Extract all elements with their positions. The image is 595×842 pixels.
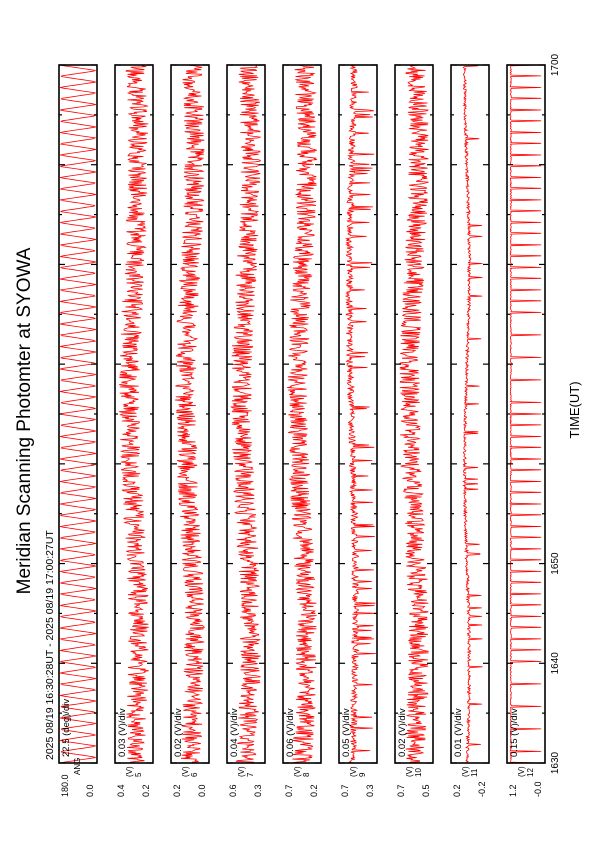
panel-6-scale: 0.05 (V)/div [341, 708, 352, 757]
panel-1-ytick-max: 180.0 [60, 774, 70, 797]
panel-6-ytick-min: 0.3 [365, 784, 375, 797]
x-axis-label: TIME(UT) [567, 381, 582, 438]
panel-8: 0.01 (V)/div 0.2 -0.2 (V) 11 [450, 64, 490, 797]
panel-6-ytick-max: 0.7 [340, 784, 350, 797]
panel-8-ytick-max: 0.2 [452, 784, 462, 797]
panel-1-trace [59, 64, 97, 764]
panel-2-scale: 0.03 (V)/div [117, 708, 128, 757]
panel-4: 0.04 (V)/div 0.6 0.3 (V) 7 [226, 64, 266, 797]
panel-2-trace [119, 64, 149, 764]
panel-5-label: 8 [302, 772, 311, 777]
panel-9-ytick-min: -0.0 [533, 781, 543, 797]
panel-4-scale: 0.04 (V)/div [229, 708, 240, 757]
panel-4-label: 7 [246, 772, 255, 777]
panel-4-ytick-min: 0.3 [253, 784, 263, 797]
panel-1-frame [58, 64, 98, 764]
x-tick-1700: 1700 [550, 53, 561, 76]
panel-9: 0.15 (V)/div 1.2 -0.0 (V) 12 [506, 64, 546, 797]
panel-7-ytick-min: 0.5 [421, 784, 431, 797]
panel-2: 0.03 (V)/div 0.4 0.2 (V) 5 [114, 64, 154, 797]
panel-2-ytick-max: 0.4 [116, 784, 126, 797]
x-tick-1650: 1650 [550, 552, 561, 575]
panel-5-ytick-max: 0.7 [284, 784, 294, 797]
panel-4-trace [230, 64, 262, 764]
panel-7-scale: 0.02 (V)/div [397, 708, 408, 757]
panel-2-ytick-min: 0.2 [141, 784, 151, 797]
panel-3-trace [174, 64, 206, 764]
panel-5: 0.06 (V)/div 0.7 0.2 (V) 8 [282, 64, 322, 797]
chart-subtitle: 2025 08/19 16:30:28UT - 2025 08/19 17:00… [44, 530, 56, 760]
panel-3-ytick-max: 0.2 [172, 784, 182, 797]
panel-2-unit: (V) [125, 766, 134, 777]
panel-7: 0.02 (V)/div 0.7 0.5 (V) 10 [394, 64, 434, 797]
panel-9-unit: (V) [517, 766, 526, 777]
panel-1-ytick-min: 0.0 [85, 784, 95, 797]
panel-8-frame [450, 64, 490, 764]
panel-3-label: 6 [190, 772, 199, 777]
panel-2-label: 5 [134, 772, 143, 777]
x-tick-1630: 1630 [550, 751, 561, 774]
panel-3-unit: (V) [181, 766, 190, 777]
panel-1-scale: 22.5 (deg)/div [61, 699, 72, 757]
panel-6-label: 9 [358, 772, 367, 777]
panel-6: 0.05 (V)/div 0.7 0.3 (V) 9 [338, 64, 378, 797]
panel-8-scale: 0.01 (V)/div [453, 708, 464, 757]
panel-7-ytick-max: 0.7 [396, 784, 406, 797]
panel-5-trace [287, 64, 318, 764]
panel-8-ytick-min: -0.2 [477, 781, 487, 797]
panel-9-scale: 0.15 (V)/div [509, 708, 520, 757]
panel-9-label: 12 [526, 768, 535, 777]
panel-6-unit: (V) [349, 766, 358, 777]
x-tick-1640: 1640 [550, 652, 561, 675]
panel-3-scale: 0.02 (V)/div [173, 708, 184, 757]
panel-7-unit: (V) [405, 766, 414, 777]
panel-8-unit: (V) [461, 766, 470, 777]
panel-3: 0.02 (V)/div 0.2 0.0 (V) 6 [170, 64, 210, 797]
panel-7-label: 10 [414, 768, 423, 777]
x-tick-labels: 1630 1640 1650 1700 [550, 53, 561, 774]
panel-8-trace [462, 64, 483, 764]
panel-1-label: ANG [73, 758, 82, 775]
panel-9-ytick-max: 1.2 [508, 784, 518, 797]
panel-5-ytick-min: 0.2 [309, 784, 319, 797]
panel-7-trace [398, 64, 429, 764]
panel-5-scale: 0.06 (V)/div [285, 708, 296, 757]
panel-8-label: 11 [470, 768, 479, 777]
chart-title: Meridian Scanning Photomter at SYOWA [14, 247, 35, 594]
panel-6-trace [344, 64, 376, 764]
panel-9-trace [509, 64, 542, 764]
panel-5-unit: (V) [293, 766, 302, 777]
panel-4-unit: (V) [237, 766, 246, 777]
panel-4-frame [226, 64, 266, 764]
panel-4-ytick-max: 0.6 [228, 784, 238, 797]
panel-3-ytick-min: 0.0 [197, 784, 207, 797]
